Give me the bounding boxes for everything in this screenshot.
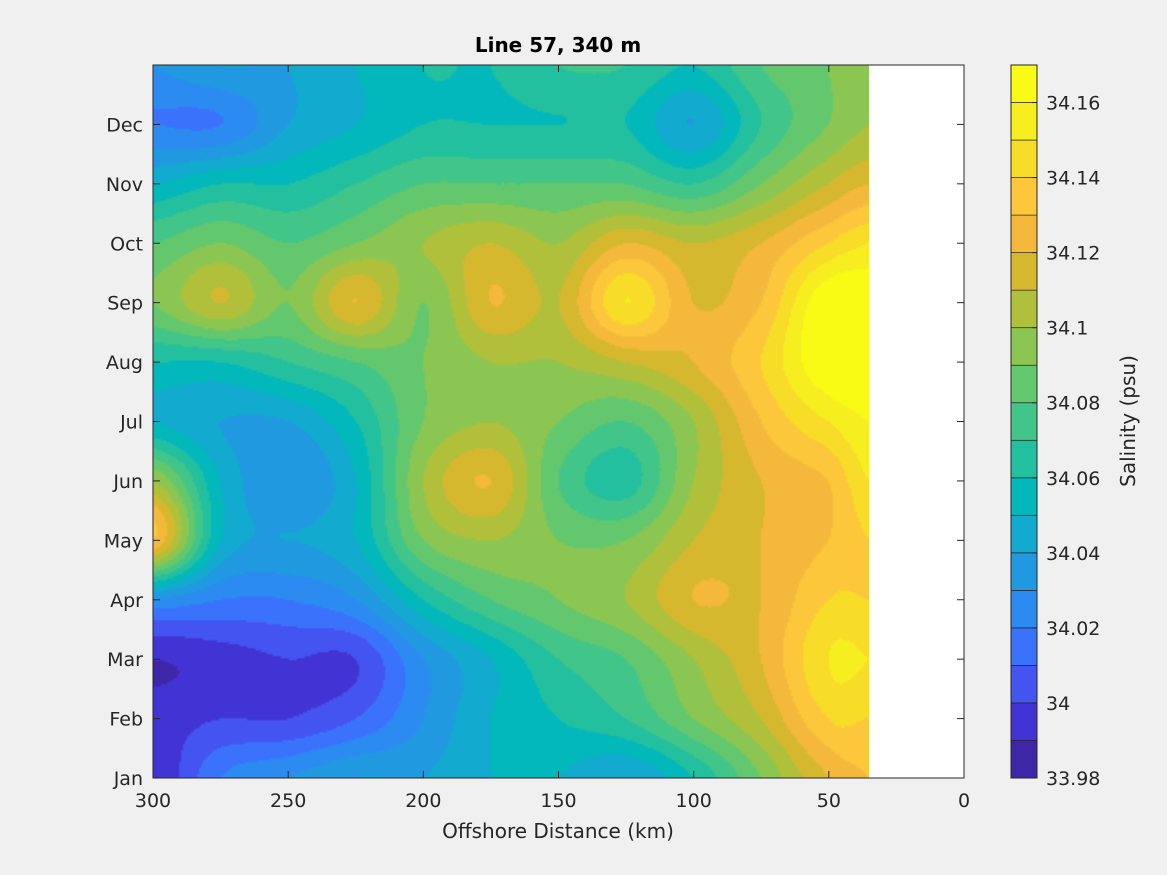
colorbar-axis: 33.98 34 34.02 34.04 34.06 34.08 34.1 34.12 34.1… [1032, 93, 1100, 790]
x-tick-label: 100 [676, 790, 712, 812]
colorbar-band [1010, 665, 1038, 704]
y-tick-label: Jul [119, 412, 143, 434]
colorbar-tick-label: 34.12 [1046, 243, 1100, 265]
y-tick-label: May [104, 530, 143, 552]
x-tick-label: 300 [135, 790, 171, 812]
colorbar-band [1010, 214, 1038, 253]
x-tick-label: 250 [270, 790, 306, 812]
colorbar-tick-label: 34.14 [1046, 168, 1100, 190]
colorbar-band [1010, 740, 1038, 779]
y-tick-label: Mar [107, 649, 143, 671]
colorbar-tick-label: 34.02 [1046, 618, 1100, 640]
colorbar-band [1010, 327, 1038, 366]
x-tick-label: 150 [540, 790, 576, 812]
colorbar-band [1010, 702, 1038, 741]
colorbar-band [1010, 402, 1038, 441]
colorbar-tick-label: 34.16 [1046, 93, 1100, 115]
colorbar-band [1010, 590, 1038, 629]
colorbar-band [1010, 64, 1038, 103]
colorbar-band [1010, 477, 1038, 516]
colorbar-tick-label: 33.98 [1046, 768, 1100, 790]
colorbar-title: Salinity (psu) [1116, 355, 1140, 487]
y-tick-label: Nov [106, 174, 143, 196]
x-tick-label: 50 [817, 790, 841, 812]
y-tick-label: Jun [112, 471, 143, 493]
colorbar-tick-label: 34.06 [1046, 468, 1100, 490]
colorbar-band [1010, 252, 1038, 291]
colorbar-tick-label: 34.04 [1046, 543, 1100, 565]
x-axis: 300 250 200 150 100 50 0 [135, 65, 970, 812]
y-tick-label: Jan [113, 768, 143, 790]
colorbar [1010, 64, 1038, 779]
colorbar-band [1010, 139, 1038, 178]
colorbar-tick-label: 34.1 [1046, 318, 1088, 340]
y-tick-label: Oct [110, 233, 143, 255]
colorbar-band [1010, 102, 1038, 141]
colorbar-tick-label: 34.08 [1046, 393, 1100, 415]
colorbar-tick-label: 34 [1046, 693, 1070, 715]
contour-field [153, 65, 869, 778]
x-tick-label: 0 [958, 790, 970, 812]
colorbar-band [1010, 439, 1038, 479]
colorbar-band [1010, 177, 1038, 216]
chart-title: Line 57, 340 m [475, 33, 641, 57]
y-tick-label: Apr [110, 590, 143, 612]
contour-field-image [153, 65, 869, 778]
colorbar-band [1010, 627, 1038, 666]
colorbar-box [1010, 64, 1038, 779]
colorbar-band [1010, 289, 1038, 329]
x-tick-label: 200 [405, 790, 441, 812]
y-tick-label: Dec [106, 114, 143, 136]
colorbar-band [1010, 514, 1038, 554]
y-tick-label: Feb [109, 709, 143, 731]
y-axis: Jan Feb Mar Apr May Jun Jul Aug Sep Oct Nov Dec [104, 114, 964, 790]
x-axis-title: Offshore Distance (km) [442, 819, 674, 843]
y-tick-label: Aug [106, 352, 143, 374]
y-tick-label: Sep [107, 293, 143, 315]
colorbar-band [1010, 364, 1038, 404]
colorbar-band [1010, 552, 1038, 591]
